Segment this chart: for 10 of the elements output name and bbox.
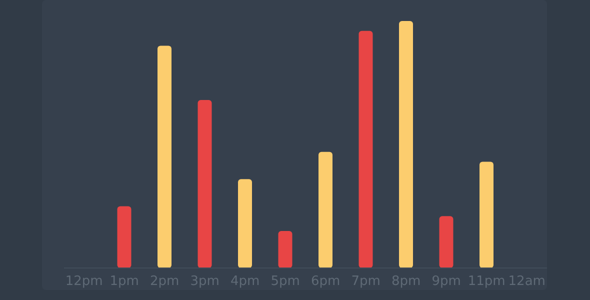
bar — [399, 21, 413, 268]
bar — [117, 206, 132, 268]
bar — [238, 179, 252, 268]
bar — [198, 100, 212, 268]
bar — [158, 46, 172, 268]
bar — [480, 162, 494, 268]
bar — [318, 152, 332, 268]
bar — [439, 216, 454, 268]
bar — [358, 30, 373, 268]
bar — [278, 230, 292, 268]
